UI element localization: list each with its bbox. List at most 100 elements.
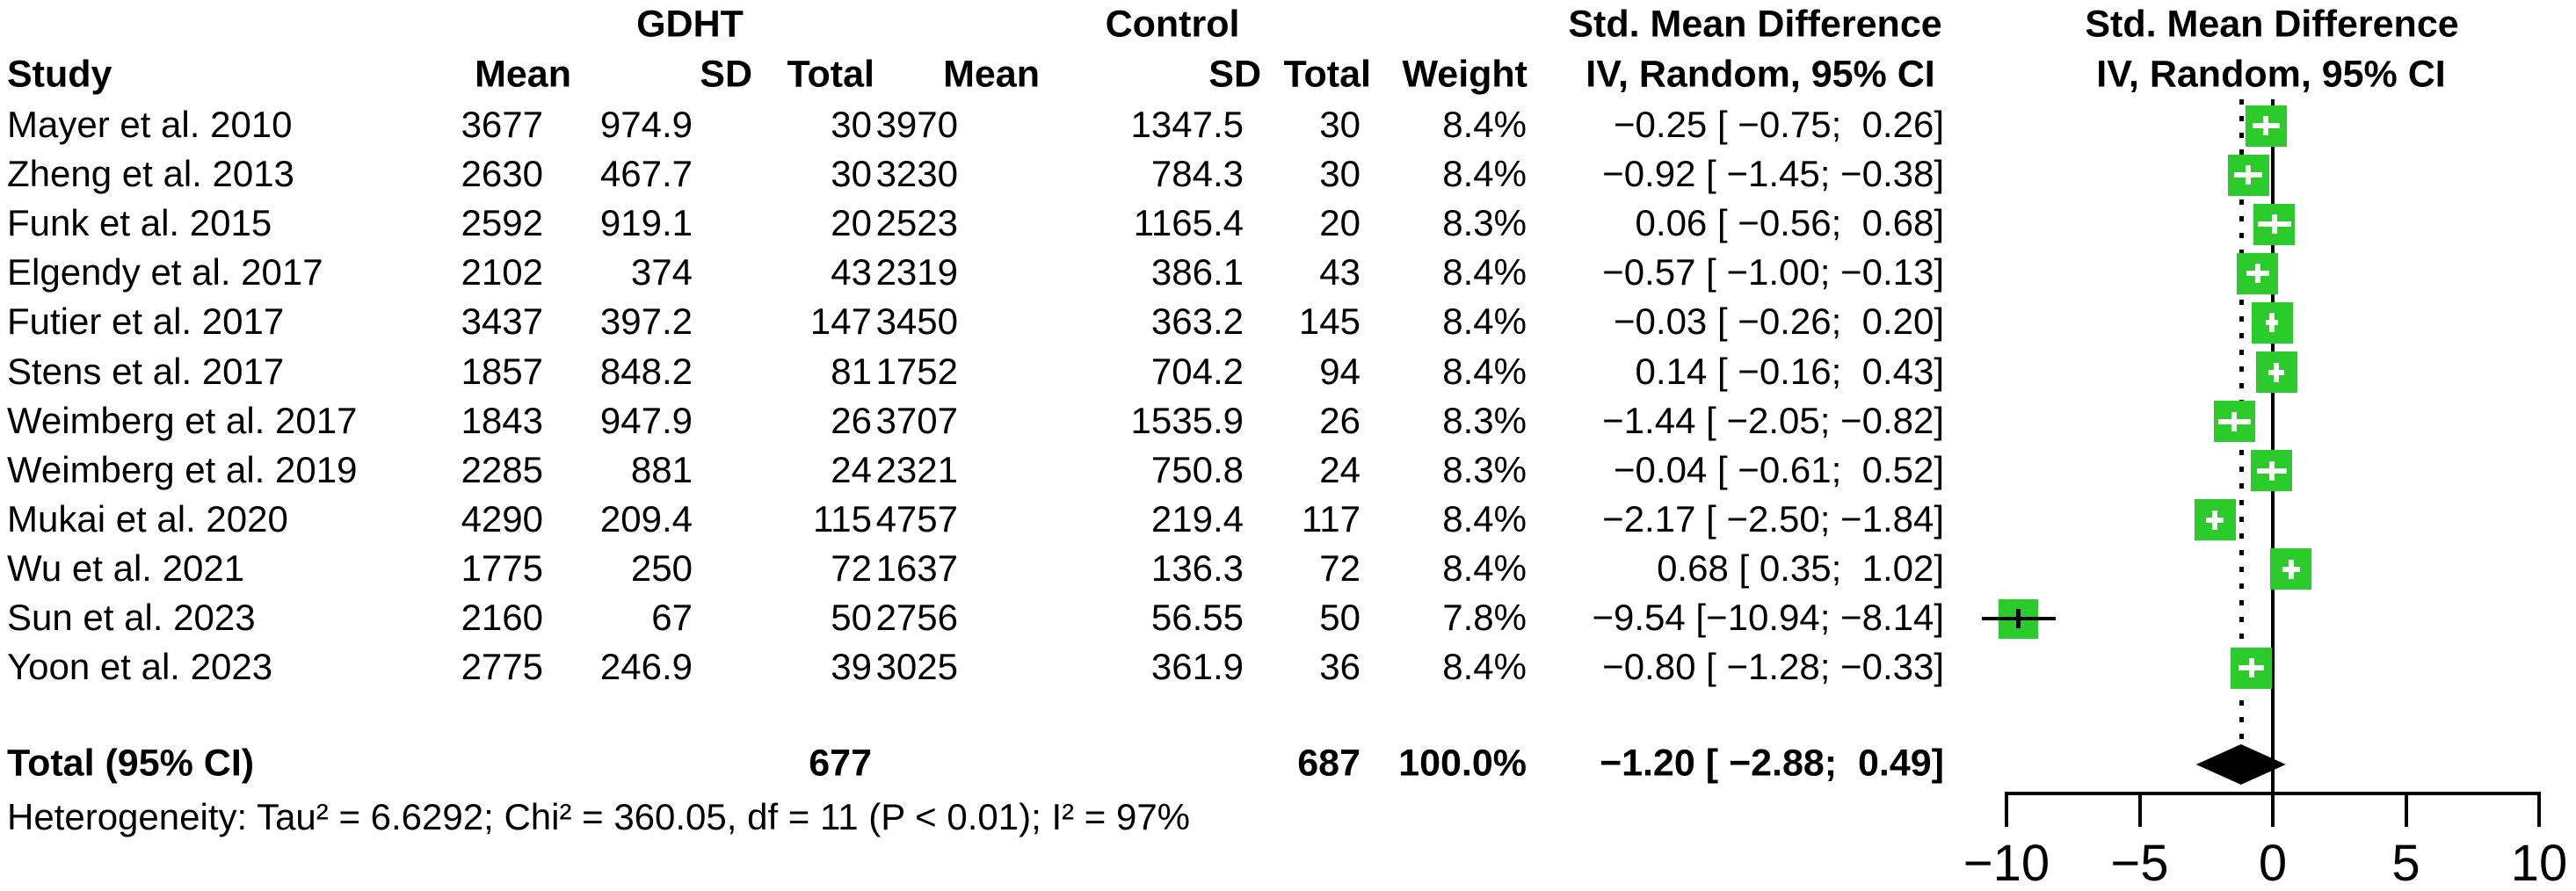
cell-gdht_sd: 67 bbox=[651, 597, 693, 639]
x-axis-tick-label: −5 bbox=[2110, 835, 2169, 891]
col-header-ci-text: IV, Random, 95% CI bbox=[1586, 53, 1935, 96]
cell-ctrl_total: 30 bbox=[1319, 104, 1361, 146]
cell-ctrl_total: 117 bbox=[1302, 498, 1361, 540]
cell-gdht_mean: 2160 bbox=[461, 597, 543, 639]
col-header-ctrl-mean: Mean bbox=[943, 53, 1040, 96]
col-header-ctrl-total: Total bbox=[1283, 53, 1371, 96]
cell-study: Funk et al. 2015 bbox=[7, 202, 272, 244]
cell-ctrl_sd: 219.4 bbox=[1150, 498, 1244, 540]
cell-gdht_mean: 2285 bbox=[461, 449, 543, 491]
cell-gdht_total: 115 bbox=[813, 498, 872, 540]
col-header-gdht-sd: SD bbox=[700, 53, 752, 96]
point-estimate-tick bbox=[2212, 510, 2218, 530]
x-axis-tick bbox=[2271, 793, 2275, 827]
cell-ctrl_sd: 136.3 bbox=[1150, 547, 1244, 590]
cell-ci: −0.03 [ −0.26; 0.20] bbox=[1614, 301, 1944, 343]
cell-gdht_sd: 974.9 bbox=[599, 104, 693, 146]
cell-weight: 8.3% bbox=[1442, 400, 1527, 442]
cell-weight: 8.4% bbox=[1442, 251, 1527, 293]
point-estimate-tick bbox=[2254, 264, 2260, 284]
cell-ctrl_mean: 3450 bbox=[875, 301, 958, 343]
cell-study: Sun et al. 2023 bbox=[7, 597, 256, 639]
heterogeneity-note: Heterogeneity: Tau² = 6.6292; Chi² = 360… bbox=[7, 796, 1191, 838]
col-header-weight: Weight bbox=[1402, 53, 1527, 96]
x-axis-tick-label: −10 bbox=[1963, 835, 2050, 891]
cell-ctrl_mean: 3707 bbox=[875, 400, 958, 442]
cell-gdht_sd: 467.7 bbox=[599, 153, 693, 195]
cell-weight: 8.4% bbox=[1442, 153, 1527, 195]
group-header-smd-text: Std. Mean Difference bbox=[1568, 3, 1942, 46]
x-axis-tick bbox=[2404, 793, 2408, 827]
x-axis-tick-label: 0 bbox=[2258, 835, 2288, 891]
cell-gdht_sd: 919.1 bbox=[599, 202, 693, 244]
cell-gdht_total: 39 bbox=[831, 646, 872, 688]
cell-ctrl_sd: 784.3 bbox=[1150, 153, 1244, 195]
cell-weight: 8.3% bbox=[1442, 202, 1527, 244]
cell-study: Stens et al. 2017 bbox=[7, 351, 285, 393]
cell-ctrl_mean: 3025 bbox=[875, 646, 958, 688]
cell-ctrl_sd: 704.2 bbox=[1150, 351, 1244, 393]
cell-ci: −0.04 [ −0.61; 0.52] bbox=[1614, 449, 1944, 491]
x-axis-tick-label: 5 bbox=[2391, 835, 2420, 891]
cell-ctrl_sd: 1347.5 bbox=[1130, 104, 1244, 146]
col-header-gdht-total: Total bbox=[787, 53, 874, 96]
cell-study: Elgendy et al. 2017 bbox=[7, 251, 323, 293]
cell-study: Yoon et al. 2023 bbox=[7, 646, 273, 688]
point-estimate-tick bbox=[2274, 362, 2280, 382]
x-axis-tick-label: 10 bbox=[2510, 835, 2568, 891]
cell-ctrl_total: 94 bbox=[1319, 351, 1361, 393]
cell-ctrl_sd: 386.1 bbox=[1150, 251, 1244, 293]
cell-ctrl_total: 43 bbox=[1319, 251, 1361, 293]
cell-gdht_total: 26 bbox=[831, 400, 872, 442]
total-ci: −1.20 [ −2.88; 0.49] bbox=[1599, 742, 1944, 785]
cell-gdht_sd: 947.9 bbox=[599, 400, 693, 442]
cell-weight: 8.4% bbox=[1442, 646, 1527, 688]
cell-gdht_total: 30 bbox=[831, 153, 872, 195]
cell-study: Wu et al. 2021 bbox=[7, 547, 245, 590]
point-estimate-tick bbox=[2271, 214, 2277, 235]
cell-study: Zheng et al. 2013 bbox=[7, 153, 294, 195]
cell-weight: 8.4% bbox=[1442, 301, 1527, 343]
cell-study: Mayer et al. 2010 bbox=[7, 104, 293, 146]
cell-ci: −0.92 [ −1.45; −0.38] bbox=[1602, 153, 1944, 195]
group-header-smd-plot: Std. Mean Difference bbox=[2085, 3, 2459, 46]
point-estimate-tick bbox=[2288, 559, 2294, 579]
cell-ctrl_mean: 2756 bbox=[875, 597, 958, 639]
cell-ctrl_sd: 56.55 bbox=[1150, 597, 1244, 639]
cell-weight: 8.4% bbox=[1442, 104, 1527, 146]
cell-ctrl_sd: 361.9 bbox=[1150, 646, 1244, 688]
cell-gdht_total: 50 bbox=[831, 597, 872, 639]
cell-ctrl_mean: 1637 bbox=[875, 547, 958, 590]
zero-reference-line bbox=[2271, 99, 2275, 793]
cell-weight: 8.3% bbox=[1442, 449, 1527, 491]
total-gdht-n: 677 bbox=[809, 742, 872, 785]
col-header-ci-plot: IV, Random, 95% CI bbox=[2096, 53, 2446, 96]
x-axis-tick bbox=[2537, 793, 2541, 827]
cell-ctrl_total: 20 bbox=[1319, 202, 1361, 244]
cell-ci: 0.14 [ −0.16; 0.43] bbox=[1635, 351, 1944, 393]
cell-gdht_mean: 1857 bbox=[461, 351, 543, 393]
cell-gdht_mean: 2102 bbox=[461, 251, 543, 293]
cell-gdht_sd: 250 bbox=[630, 547, 693, 590]
cell-ctrl_mean: 2319 bbox=[875, 251, 958, 293]
cell-ci: −9.54 [−10.94; −8.14] bbox=[1592, 597, 1944, 639]
cell-gdht_mean: 3437 bbox=[461, 301, 543, 343]
cell-gdht_mean: 3677 bbox=[461, 104, 543, 146]
cell-ctrl_sd: 363.2 bbox=[1150, 301, 1244, 343]
cell-gdht_total: 147 bbox=[809, 301, 872, 343]
cell-ci: 0.68 [ 0.35; 1.02] bbox=[1657, 547, 1944, 590]
cell-ctrl_total: 50 bbox=[1319, 597, 1361, 639]
total-row-label: Total (95% CI) bbox=[7, 742, 255, 785]
cell-weight: 8.4% bbox=[1442, 498, 1527, 540]
cell-gdht_total: 30 bbox=[831, 104, 872, 146]
cell-ctrl_sd: 1165.4 bbox=[1133, 202, 1244, 244]
cell-ci: −0.57 [ −1.00; −0.13] bbox=[1602, 251, 1944, 293]
group-header-control: Control bbox=[1105, 3, 1240, 46]
x-axis-tick bbox=[2137, 793, 2142, 827]
cell-ctrl_mean: 3970 bbox=[875, 104, 958, 146]
point-estimate-tick bbox=[2268, 460, 2275, 481]
cell-ctrl_mean: 2523 bbox=[875, 202, 958, 244]
cell-ctrl_total: 24 bbox=[1319, 449, 1361, 491]
col-header-study: Study bbox=[7, 53, 112, 96]
cell-ctrl_mean: 2321 bbox=[875, 449, 958, 491]
